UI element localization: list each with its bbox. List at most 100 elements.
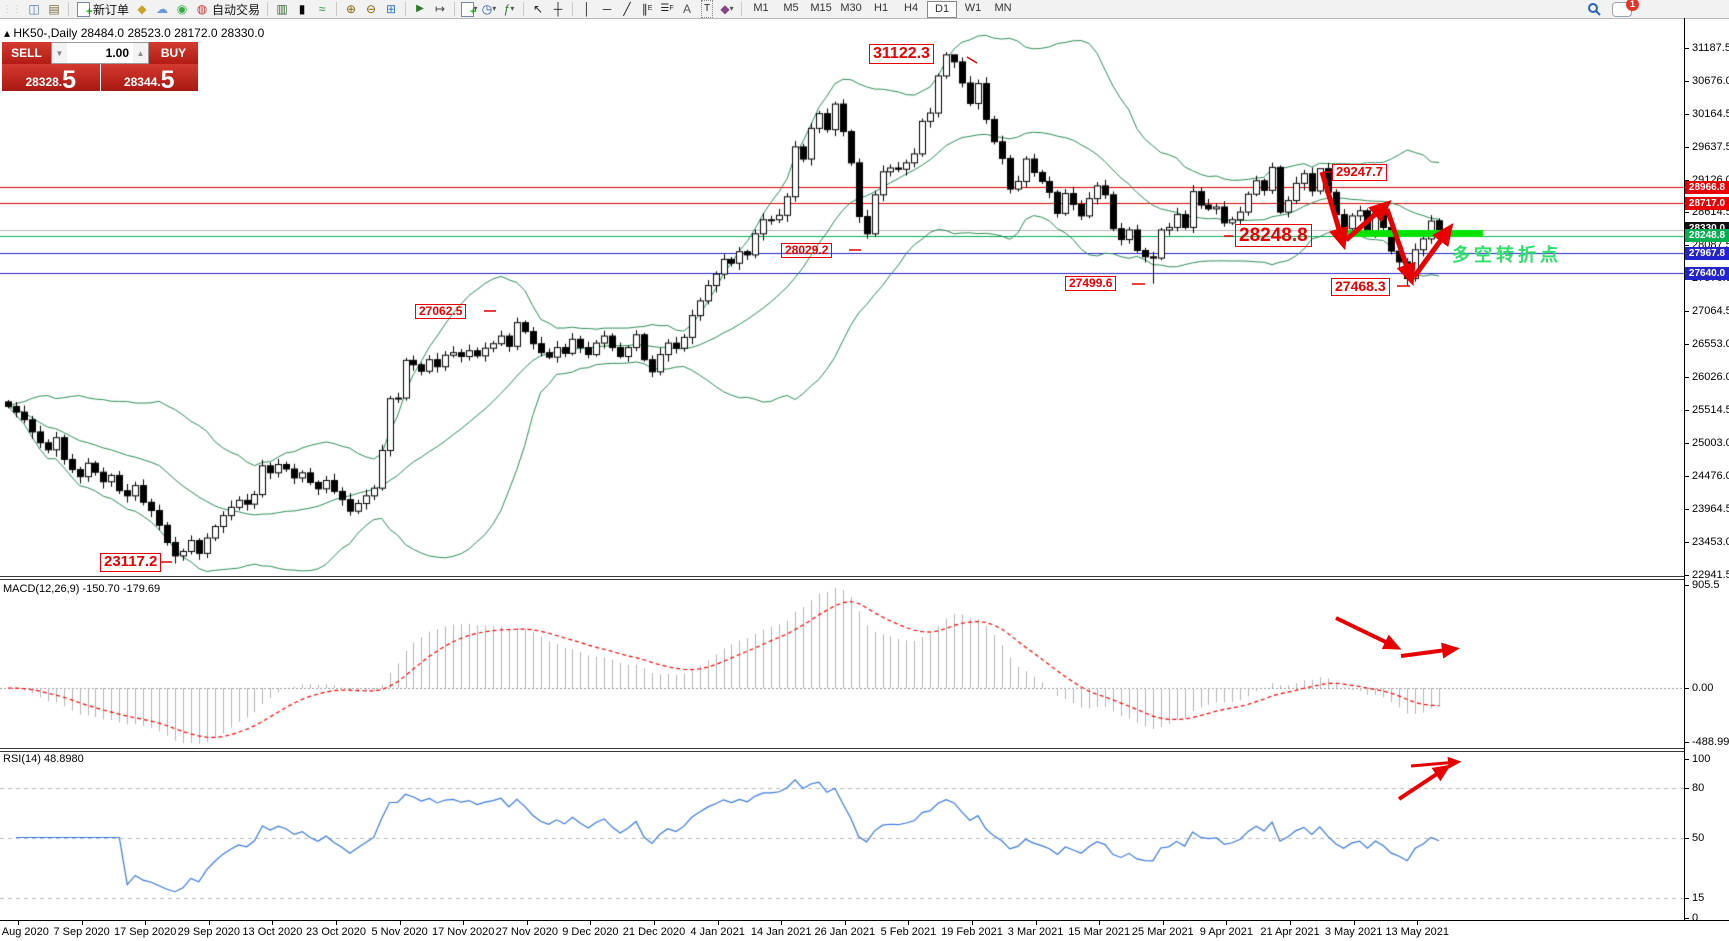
annotation-arrow[interactable] bbox=[1344, 200, 1392, 242]
date-label: 23 Oct 2020 bbox=[306, 926, 366, 938]
date-label: 29 Sep 2020 bbox=[177, 926, 240, 938]
date-label: 13 Oct 2020 bbox=[242, 926, 303, 938]
date-label: 14 Jan 2021 bbox=[750, 926, 812, 938]
annotation-label-tail bbox=[966, 56, 978, 64]
price-tick-label: 26553.0 bbox=[1692, 338, 1729, 350]
date-label: 3 Mar 2021 bbox=[1007, 926, 1064, 938]
price-tick-label: 30676.0 bbox=[1692, 75, 1729, 87]
buy-price[interactable]: 28344. 5 bbox=[100, 64, 198, 92]
rsi-pane-separator[interactable] bbox=[0, 748, 1684, 752]
price-badge-27640.0: 27640.0 bbox=[1685, 267, 1729, 280]
price-tick bbox=[1684, 147, 1689, 148]
annotation-arrow[interactable] bbox=[1400, 642, 1460, 659]
date-tick bbox=[844, 921, 846, 925]
price-tick-label: 23453.0 bbox=[1692, 536, 1729, 548]
rsi-tick bbox=[1684, 759, 1689, 760]
price-tick bbox=[1684, 114, 1689, 115]
macd-tick-label: 0.00 bbox=[1692, 682, 1714, 694]
annotation-arrow[interactable] bbox=[1397, 764, 1452, 801]
date-label: 17 Sep 2020 bbox=[113, 926, 177, 938]
date-tick bbox=[908, 921, 910, 925]
annotation-arrow[interactable] bbox=[1410, 756, 1462, 769]
date-tick bbox=[1226, 921, 1228, 925]
date-tick bbox=[1035, 921, 1037, 925]
price-tick-label: 30164.5 bbox=[1692, 108, 1729, 120]
annotation-arrow[interactable] bbox=[1319, 171, 1349, 251]
rsi-tick-label: 80 bbox=[1692, 782, 1705, 794]
price-label-27499.6[interactable]: 27499.6 bbox=[1065, 276, 1117, 292]
annotation-arrow[interactable] bbox=[1411, 222, 1454, 279]
volume-decrease-button[interactable]: ▼ bbox=[52, 43, 67, 63]
volume-stepper: ▼ 1.00 ▲ bbox=[51, 42, 149, 64]
macd-pane-separator[interactable] bbox=[0, 576, 1684, 580]
date-label: 7 Sep 2020 bbox=[53, 926, 110, 938]
price-tick-label: 23964.5 bbox=[1692, 503, 1729, 515]
price-tick bbox=[1684, 575, 1689, 576]
price-tick-label: 22941.5 bbox=[1692, 569, 1729, 581]
date-label: 3 May 2021 bbox=[1324, 926, 1383, 938]
annotation-arrow[interactable] bbox=[1335, 616, 1402, 650]
price-tick bbox=[1684, 48, 1689, 49]
macd-tick bbox=[1684, 742, 1689, 743]
date-tick bbox=[590, 921, 592, 925]
rsi-tick bbox=[1684, 898, 1689, 899]
buy-price-main: 28344. bbox=[123, 75, 161, 89]
price-tick bbox=[1684, 245, 1689, 246]
buy-button[interactable]: BUY bbox=[149, 42, 198, 64]
price-badge-28248.8: 28248.8 bbox=[1685, 229, 1729, 242]
macd-tick-label: 905.5 bbox=[1692, 579, 1720, 591]
price-label-27062.5[interactable]: 27062.5 bbox=[415, 304, 467, 320]
date-tick bbox=[1353, 921, 1355, 925]
rsi-tick bbox=[1684, 788, 1689, 789]
date-tick bbox=[336, 921, 337, 925]
date-label: 21 Apr 2021 bbox=[1260, 926, 1320, 938]
date-tick bbox=[81, 921, 83, 925]
price-tick-label: 24476.0 bbox=[1692, 470, 1729, 482]
price-label-23117.2[interactable]: 23117.2 bbox=[100, 553, 162, 572]
collapse-panel-icon[interactable]: ▴ bbox=[4, 26, 11, 40]
date-tick bbox=[145, 921, 147, 925]
sell-price[interactable]: 28328. 5 bbox=[2, 64, 100, 91]
annotation-arrow[interactable] bbox=[1384, 208, 1416, 287]
date-tick bbox=[463, 921, 465, 925]
volume-increase-button[interactable]: ▲ bbox=[133, 43, 148, 63]
price-label-28248.8[interactable]: 28248.8 bbox=[1235, 224, 1312, 248]
price-label-27468.3[interactable]: 27468.3 bbox=[1331, 278, 1390, 296]
rsi-tick-label: 50 bbox=[1692, 832, 1705, 844]
price-label-29247.7[interactable]: 29247.7 bbox=[1332, 164, 1387, 181]
volume-value[interactable]: 1.00 bbox=[105, 46, 129, 60]
price-tick bbox=[1684, 542, 1689, 543]
date-tick bbox=[526, 921, 528, 925]
date-tick bbox=[1290, 921, 1291, 925]
annotation-note[interactable]: 多空转折点 bbox=[1452, 245, 1562, 265]
price-label-28029.2[interactable]: 28029.2 bbox=[781, 243, 833, 259]
date-tick bbox=[399, 921, 401, 925]
price-tick bbox=[1684, 377, 1689, 378]
macd-label: MACD(12,26,9) -150.70 -179.69 bbox=[3, 583, 161, 595]
rsi-tick bbox=[1684, 838, 1689, 839]
one-click-trading-panel: SELL ▼ 1.00 ▲ BUY 28328. 5 28344. 5 bbox=[2, 42, 198, 91]
price-tick bbox=[1684, 180, 1689, 181]
price-tick-label: 25514.5 bbox=[1692, 404, 1729, 416]
price-tick-label: 31187.5 bbox=[1692, 42, 1729, 54]
date-label: 26 Aug 2020 bbox=[0, 926, 49, 938]
price-axis-line bbox=[1684, 18, 1685, 920]
date-tick bbox=[1417, 921, 1419, 925]
date-label: 4 Jan 2021 bbox=[690, 926, 745, 938]
rsi-tick-label: 15 bbox=[1692, 892, 1705, 904]
price-tick bbox=[1684, 476, 1689, 477]
date-tick bbox=[208, 921, 210, 925]
rsi-tick bbox=[1684, 918, 1689, 919]
price-badge-27967.8: 27967.8 bbox=[1685, 247, 1729, 260]
macd-tick-label: -488.99 bbox=[1692, 736, 1729, 748]
sell-price-main: 28328. bbox=[25, 75, 63, 89]
sell-button[interactable]: SELL bbox=[2, 42, 51, 64]
buy-price-pips: 5 bbox=[160, 66, 175, 92]
date-label: 5 Feb 2021 bbox=[880, 926, 937, 938]
price-label-31122.3[interactable]: 31122.3 bbox=[869, 44, 934, 64]
macd-tick bbox=[1684, 688, 1689, 689]
date-label: 15 Mar 2021 bbox=[1068, 926, 1131, 938]
